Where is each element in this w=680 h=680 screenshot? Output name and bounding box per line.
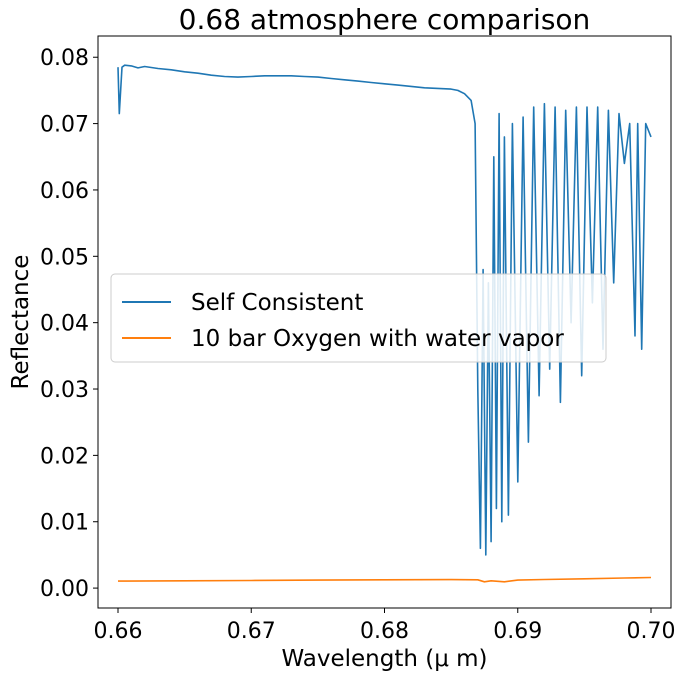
y-tick-label: 0.04 [40, 312, 89, 337]
plot-area [117, 64, 652, 583]
y-tick-label: 0.07 [40, 113, 89, 138]
legend-entry-1: Self Consistent [191, 290, 363, 316]
series-line-2 [117, 576, 652, 583]
chart-title: 0.68 atmosphere comparison [179, 3, 591, 36]
y-tick-label: 0.02 [40, 444, 89, 469]
y-tick-label: 0.05 [40, 245, 89, 270]
y-tick-label: 0.00 [40, 577, 89, 602]
x-tick-label: 0.66 [93, 619, 142, 644]
y-axis-label: Reflectance [8, 255, 34, 390]
series-line-1 [117, 64, 652, 556]
legend: Self Consistent 10 bar Oxygen with water … [110, 273, 607, 363]
y-tick-label: 0.01 [40, 511, 89, 536]
x-tick-label: 0.67 [227, 619, 276, 644]
x-tick-label: 0.69 [493, 619, 542, 644]
y-axis: 0.00 0.01 0.02 0.03 0.04 0.05 0.06 0.07 0.08 [40, 46, 98, 602]
y-tick-label: 0.08 [40, 46, 89, 71]
legend-box [110, 273, 607, 363]
x-tick-label: 0.68 [360, 619, 409, 644]
x-tick-label: 0.70 [627, 619, 676, 644]
legend-entry-2: 10 bar Oxygen with water vapor [191, 326, 564, 352]
x-axis-label: Wavelength (μ m) [281, 646, 487, 672]
y-tick-label: 0.03 [40, 378, 89, 403]
y-tick-label: 0.06 [40, 179, 89, 204]
x-axis: 0.66 0.67 0.68 0.69 0.70 [93, 608, 676, 644]
